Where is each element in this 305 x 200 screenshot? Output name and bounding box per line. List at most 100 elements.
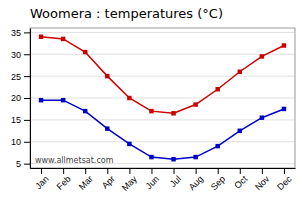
series-marker	[39, 98, 43, 102]
series-marker	[215, 144, 219, 148]
y-tick-label: 15	[11, 115, 21, 125]
y-tick-label: 25	[11, 72, 21, 82]
y-tick-label: 35	[11, 28, 21, 38]
x-tick: Jul	[168, 168, 183, 189]
y-tick-label: 20	[11, 93, 21, 103]
series-marker	[238, 129, 242, 133]
grid-line	[30, 32, 295, 33]
x-tick-label: Sep	[209, 174, 227, 192]
grid-line	[30, 141, 295, 142]
x-tick: Aug	[187, 168, 205, 192]
y-tick-label: 5	[16, 159, 21, 169]
grid	[30, 32, 295, 163]
x-tick-mark	[85, 168, 86, 174]
y-tick-mark	[24, 120, 30, 121]
y-tick-label: 30	[11, 50, 21, 60]
x-tick-label: Jun	[144, 174, 161, 191]
x-tick-label: Nov	[253, 173, 272, 192]
series-marker	[215, 87, 219, 91]
x-tick-label: May	[120, 173, 139, 192]
y-tick: 10	[11, 137, 30, 147]
series-marker	[282, 43, 286, 47]
x-tick-mark	[284, 168, 285, 174]
series-marker	[149, 155, 153, 159]
series-marker	[193, 155, 197, 159]
y-tick-mark	[24, 98, 30, 99]
x-tick-mark	[196, 168, 197, 174]
series-marker	[171, 111, 175, 115]
series-line	[41, 37, 284, 114]
x-tick-label: Jul	[168, 174, 183, 189]
series-marker	[260, 54, 264, 58]
series-marker	[39, 35, 43, 39]
title: Woomera : temperatures (°C)	[30, 6, 223, 21]
x-tick-mark	[107, 168, 108, 174]
x-tick-label: Jan	[33, 174, 50, 191]
series-marker	[105, 74, 109, 78]
series-marker	[149, 109, 153, 113]
x-axis: Jan FebMar AprMay Jun Jul AugSep OctNovDec	[31, 168, 296, 193]
x-tick-mark	[129, 168, 130, 174]
series-marker	[61, 37, 65, 41]
plot: 5 10 15 20 25 30 35 Jan FebMar AprMay Jun Jul AugSep…	[11, 28, 296, 193]
y-tick-label: 10	[11, 137, 21, 147]
y-tick: 15	[11, 115, 30, 125]
grid-line	[30, 76, 295, 77]
plot-frame	[30, 28, 295, 168]
y-tick-mark	[24, 54, 30, 55]
x-tick-mark	[151, 168, 152, 174]
y-axis: 5 10 15 20 25 30 35	[11, 28, 31, 169]
y-tick: 5	[16, 159, 30, 169]
grid-line	[30, 54, 295, 55]
series-group	[39, 35, 286, 162]
y-tick: 25	[11, 72, 30, 82]
y-tick-mark	[24, 142, 30, 143]
x-tick-label: Oct	[232, 173, 249, 190]
series-marker	[193, 102, 197, 106]
series-marker	[238, 70, 242, 74]
series-marker	[83, 109, 87, 113]
x-tick: Apr	[100, 168, 117, 191]
annotation: www.allmetsat.com	[35, 156, 114, 165]
x-tick-label: Apr	[100, 174, 117, 191]
x-tick: Sep	[209, 168, 227, 192]
x-tick: Dec	[275, 168, 294, 192]
grid-line	[30, 119, 295, 120]
y-tick-mark	[24, 164, 30, 165]
y-axis-line	[30, 29, 31, 169]
series-marker	[83, 50, 87, 54]
x-tick: Feb	[55, 168, 73, 192]
grid-line	[30, 98, 295, 99]
x-tick-mark	[262, 168, 263, 174]
y-tick-mark	[24, 32, 30, 33]
series-marker	[61, 98, 65, 102]
x-tick-label: Feb	[55, 174, 73, 192]
series-marker	[127, 96, 131, 100]
series-marker	[105, 126, 109, 130]
series-marker	[171, 157, 175, 161]
x-tick-label: Dec	[275, 173, 294, 192]
x-tick-label: Aug	[187, 174, 205, 192]
x-tick: Nov	[253, 168, 272, 192]
y-tick-mark	[24, 76, 30, 77]
chart: 5 10 15 20 25 30 35 Jan FebMar AprMay Jun Jul AugSep…	[0, 0, 305, 200]
series-marker	[260, 115, 264, 119]
x-tick: Mar	[77, 168, 95, 192]
y-tick: 20	[11, 93, 30, 103]
x-tick-mark	[218, 168, 219, 174]
x-axis-line	[31, 168, 296, 169]
x-tick: Oct	[232, 168, 249, 191]
x-tick: Jan	[33, 168, 50, 191]
y-tick: 30	[11, 50, 30, 60]
series-line	[41, 100, 284, 159]
x-tick-label: Mar	[77, 174, 95, 192]
x-tick-mark	[63, 168, 64, 174]
series-marker	[127, 142, 131, 146]
series-marker	[282, 107, 286, 111]
x-tick: Jun	[144, 168, 161, 191]
x-tick-mark	[41, 168, 42, 174]
x-tick-mark	[240, 168, 241, 174]
x-tick-mark	[174, 168, 175, 174]
x-tick: May	[120, 168, 139, 193]
y-tick: 35	[11, 28, 30, 38]
